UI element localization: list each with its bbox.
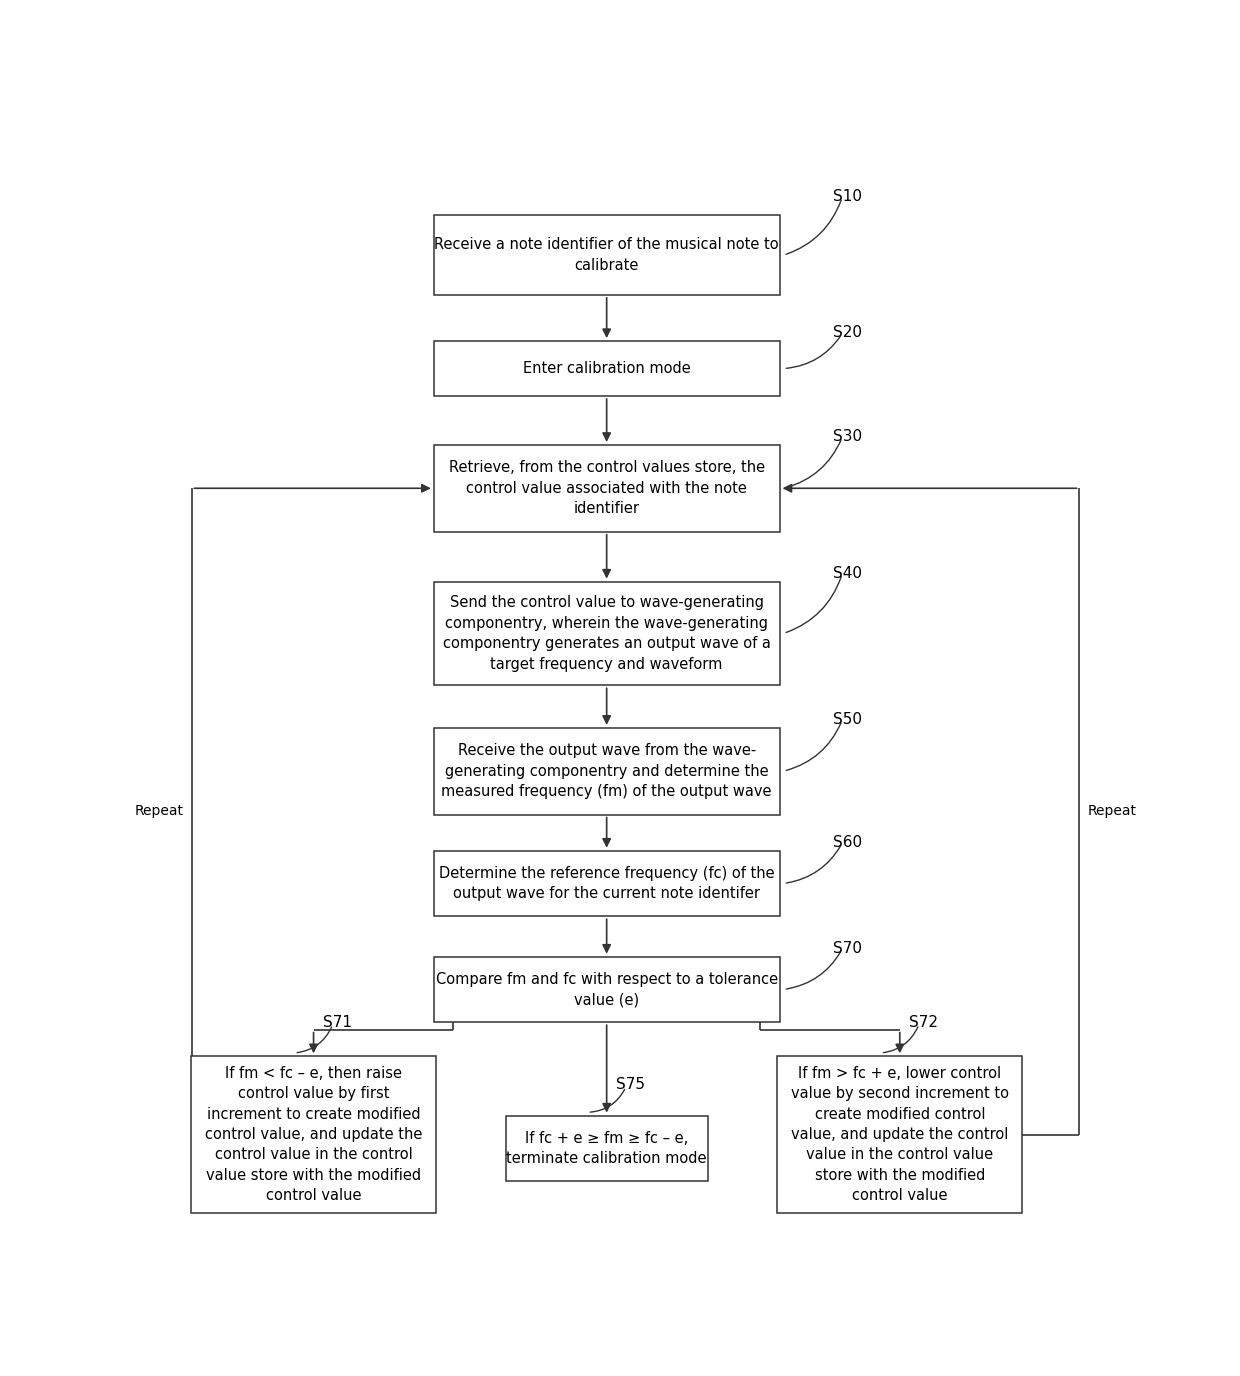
Text: S70: S70 [832,941,862,956]
FancyBboxPatch shape [434,850,780,916]
FancyArrowPatch shape [590,1090,625,1112]
Text: S50: S50 [832,711,862,727]
Text: Retrieve, from the control values store, the
control value associated with the n: Retrieve, from the control values store,… [449,461,765,516]
Text: Compare fm and fc with respect to a tolerance
value (e): Compare fm and fc with respect to a tole… [435,971,777,1007]
FancyArrowPatch shape [786,722,841,771]
Text: S71: S71 [324,1014,352,1029]
Text: S20: S20 [832,325,862,340]
FancyArrowPatch shape [883,1026,918,1053]
Text: If fm > fc + e, lower control
value by second increment to
create modified contr: If fm > fc + e, lower control value by s… [791,1066,1009,1203]
Text: If fc + e ≥ fm ≥ fc – e,
terminate calibration mode: If fc + e ≥ fm ≥ fc – e, terminate calib… [506,1131,707,1165]
FancyArrowPatch shape [786,336,841,369]
Text: Receive the output wave from the wave-
generating componentry and determine the
: Receive the output wave from the wave- g… [441,743,773,799]
Text: If fm < fc – e, then raise
control value by first
increment to create modified
c: If fm < fc – e, then raise control value… [205,1066,423,1203]
Text: Send the control value to wave-generating
componentry, wherein the wave-generati: Send the control value to wave-generatin… [443,596,770,671]
FancyArrowPatch shape [298,1026,331,1053]
Text: Enter calibration mode: Enter calibration mode [523,361,691,376]
FancyBboxPatch shape [506,1116,708,1181]
Text: S30: S30 [832,429,862,444]
FancyArrowPatch shape [786,952,841,989]
Text: S40: S40 [832,566,862,581]
FancyBboxPatch shape [777,1057,1022,1214]
Text: S72: S72 [909,1014,939,1029]
FancyArrowPatch shape [786,440,841,487]
Text: S60: S60 [832,835,862,850]
Text: Determine the reference frequency (fc) of the
output wave for the current note i: Determine the reference frequency (fc) o… [439,866,775,901]
FancyBboxPatch shape [434,956,780,1022]
FancyArrowPatch shape [786,846,841,883]
FancyBboxPatch shape [434,216,780,294]
Text: Receive a note identifier of the musical note to
calibrate: Receive a note identifier of the musical… [434,238,779,272]
FancyBboxPatch shape [434,728,780,815]
FancyBboxPatch shape [434,444,780,531]
FancyBboxPatch shape [191,1057,436,1214]
FancyBboxPatch shape [434,582,780,685]
Text: Repeat: Repeat [1087,805,1136,819]
Text: S75: S75 [616,1077,645,1093]
FancyArrowPatch shape [786,577,841,633]
Text: S10: S10 [832,189,862,204]
Text: Repeat: Repeat [135,805,184,819]
FancyBboxPatch shape [434,341,780,396]
FancyArrowPatch shape [786,200,841,255]
